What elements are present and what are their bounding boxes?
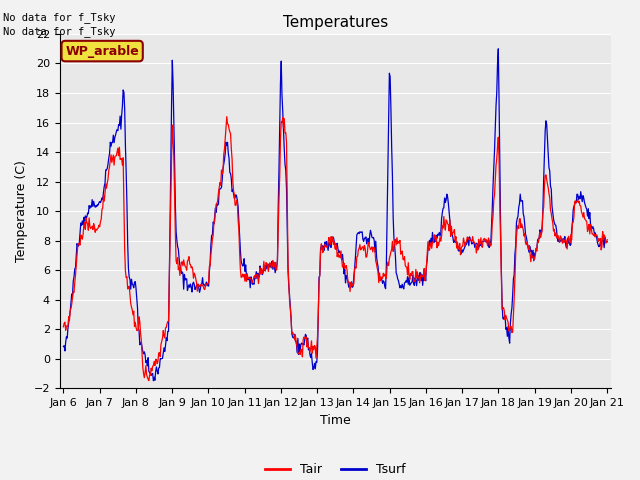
Y-axis label: Temperature (C): Temperature (C) xyxy=(15,160,28,262)
X-axis label: Time: Time xyxy=(320,414,351,427)
Legend: Tair, Tsurf: Tair, Tsurf xyxy=(260,458,410,480)
Title: Temperatures: Temperatures xyxy=(283,15,388,30)
Text: No data for f_Tsky: No data for f_Tsky xyxy=(3,26,116,37)
Text: No data for f_Tsky: No data for f_Tsky xyxy=(3,12,116,23)
Text: WP_arable: WP_arable xyxy=(65,45,139,58)
